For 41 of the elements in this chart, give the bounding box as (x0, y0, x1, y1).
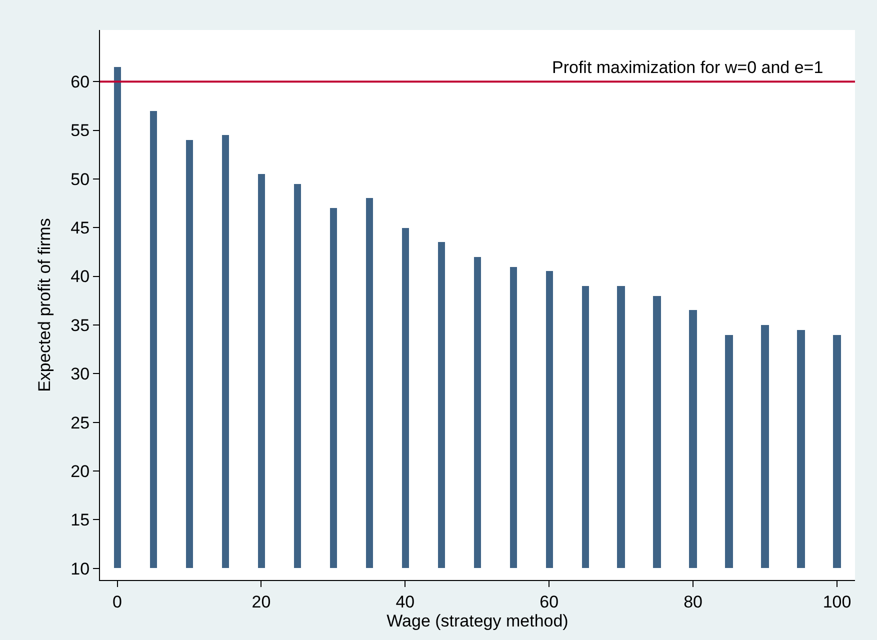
bar (330, 208, 337, 568)
y-tick-label: 45 (70, 218, 90, 238)
bar (833, 335, 841, 568)
y-tick-label: 10 (70, 559, 90, 578)
y-tick-label: 50 (70, 170, 90, 189)
bar (582, 286, 589, 568)
bar (186, 140, 193, 568)
y-tick-label: 35 (70, 316, 90, 335)
y-tick-label: 40 (70, 267, 90, 286)
x-tick-label: 60 (540, 592, 559, 612)
bar (617, 286, 625, 568)
x-tick-label: 0 (112, 592, 122, 612)
x-tick-label: 100 (822, 592, 852, 612)
y-tick-label: 55 (70, 121, 90, 140)
y-tick-label: 25 (70, 413, 90, 432)
bar (510, 267, 517, 568)
y-tick-label: 20 (70, 462, 90, 481)
x-tick-label: 40 (396, 592, 415, 612)
bar (258, 174, 265, 568)
y-axis-title: Expected profit of firms (35, 218, 54, 392)
bar (366, 198, 373, 568)
bar (438, 242, 445, 568)
x-axis-title: Wage (strategy method) (386, 611, 568, 630)
y-tick-label: 15 (70, 510, 90, 530)
bar (689, 310, 697, 568)
annotation: Profit maximization for w=0 and e=1 (552, 58, 824, 77)
x-tick-label: 80 (684, 592, 703, 612)
y-tick-label: 60 (70, 72, 90, 92)
x-tick-label: 20 (252, 592, 271, 612)
bar (797, 330, 805, 568)
bar (474, 257, 481, 568)
bar (150, 111, 157, 568)
bar (546, 271, 553, 568)
bar (222, 135, 229, 568)
bar (761, 325, 769, 568)
bar (725, 335, 733, 568)
y-tick-label: 30 (70, 364, 90, 384)
bar (653, 296, 661, 568)
bar (294, 184, 301, 568)
bar (114, 67, 121, 568)
bar (402, 228, 409, 568)
